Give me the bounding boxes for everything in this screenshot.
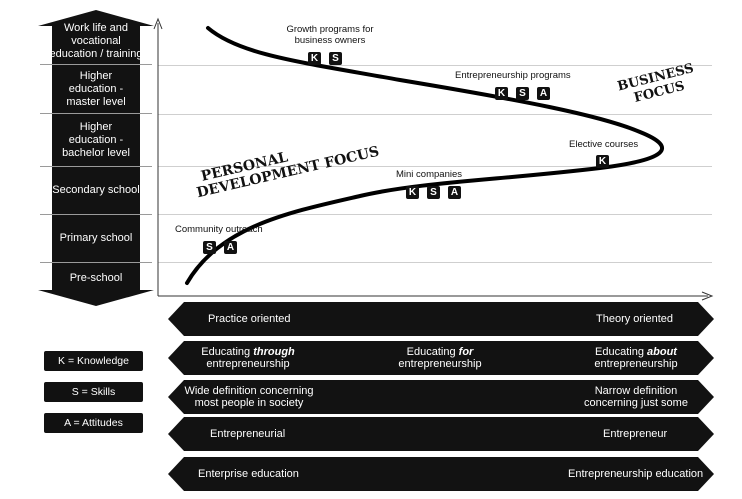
level-bachelor: Higher education - bachelor level xyxy=(62,120,130,159)
enterprise-education-label: Enterprise education xyxy=(198,468,299,480)
level-divider xyxy=(40,262,152,263)
attitudes-badge: A xyxy=(448,186,461,199)
scale-bar-person: Entrepreneurial Entrepreneur xyxy=(168,417,714,451)
attitudes-badge: A xyxy=(537,87,550,100)
scale-bar-definition: Wide definition concerning most people in… xyxy=(168,380,714,414)
program-growth: Growth programs for business owners xyxy=(286,24,374,46)
scale-bar-educating: Educating through entrepreneurship Educat… xyxy=(168,341,714,375)
wide-definition-label: Wide definition concerning most people in… xyxy=(184,385,314,409)
skills-badge: S xyxy=(203,241,216,254)
badges-elective: K xyxy=(592,151,613,169)
educating-for-label: Educating for entrepreneurship xyxy=(398,346,482,370)
entrepreneurship-education-label: Entrepreneurship education xyxy=(568,468,704,480)
skills-badge: S xyxy=(329,52,342,65)
legend-skills: S = Skills xyxy=(44,382,143,402)
scale-bar-orientation: Practice oriented Theory oriented xyxy=(168,302,714,336)
practice-oriented-label: Practice oriented xyxy=(208,313,291,325)
level-secondary: Secondary school xyxy=(52,184,140,196)
theory-oriented-label: Theory oriented xyxy=(596,313,674,325)
level-master: Higher education - master level xyxy=(66,69,126,108)
knowledge-badge: K xyxy=(406,186,419,199)
legend-knowledge: K = Knowledge xyxy=(44,351,143,371)
educating-through-label: Educating through entrepreneurship xyxy=(201,346,295,370)
skills-badge: S xyxy=(516,87,529,100)
legend-attitudes: A = Attitudes xyxy=(44,413,143,433)
knowledge-badge: K xyxy=(495,87,508,100)
level-pre-school: Pre-school xyxy=(69,271,123,284)
educating-about-label: Educating about entrepreneurship xyxy=(594,346,678,370)
level-work-life: Work life and vocational education / tra… xyxy=(49,21,143,60)
entrepreneurial-label: Entrepreneurial xyxy=(210,428,286,440)
program-mini-companies: Mini companies xyxy=(396,169,462,180)
program-community-outreach: Community outreach xyxy=(175,224,263,235)
skills-badge: S xyxy=(427,186,440,199)
plot-axes xyxy=(153,17,714,301)
gridline xyxy=(158,114,712,115)
gridline xyxy=(158,214,712,215)
scale-bar-education-type: Enterprise education Entrepreneurship ed… xyxy=(168,457,714,491)
gridline xyxy=(158,65,712,66)
level-divider xyxy=(40,64,152,65)
level-divider xyxy=(40,214,152,215)
education-level-arrow xyxy=(38,10,154,306)
level-divider xyxy=(40,113,152,114)
program-elective: Elective courses xyxy=(569,139,639,150)
gridline xyxy=(158,262,712,263)
narrow-definition-label: Narrow definition concerning just some xyxy=(584,385,688,409)
knowledge-badge: K xyxy=(596,155,609,168)
attitudes-badge: A xyxy=(224,241,237,254)
gridline xyxy=(158,166,712,167)
level-divider xyxy=(40,166,152,167)
entrepreneur-label: Entrepreneur xyxy=(603,428,668,440)
level-primary: Primary school xyxy=(59,232,133,244)
knowledge-badge: K xyxy=(308,52,321,65)
program-entrepreneurship: Entrepreneurship programs xyxy=(455,70,571,81)
development-curve xyxy=(185,26,664,285)
